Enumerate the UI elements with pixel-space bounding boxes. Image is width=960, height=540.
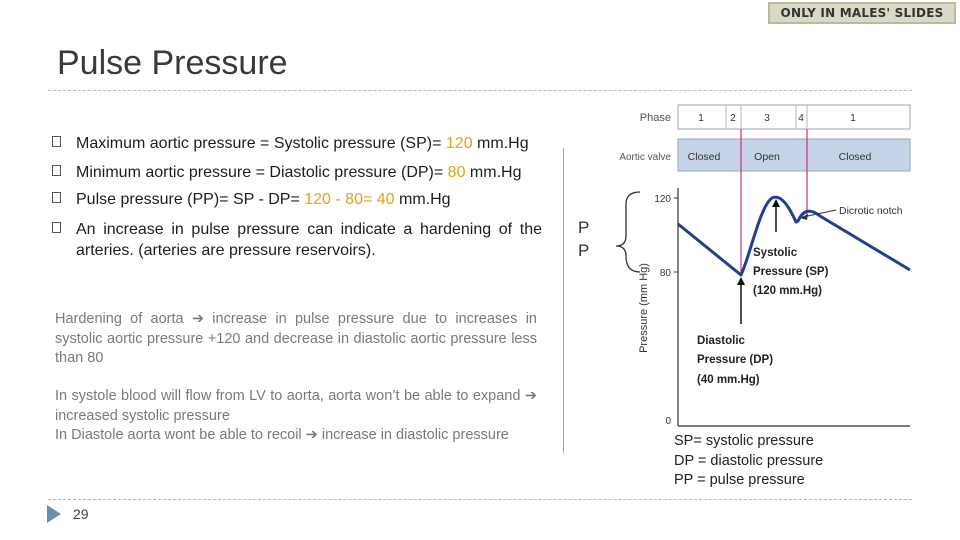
legend-pp: PP = pulse pressure — [674, 472, 805, 488]
bullet-list: Maximum aortic pressure = Systolic press… — [52, 133, 542, 261]
pp-brace — [615, 191, 641, 273]
y-tick-120: 120 — [654, 194, 671, 205]
title-divider — [48, 90, 912, 91]
arrow-right-icon: ➔ — [305, 427, 318, 443]
phase-1-label: 1 — [698, 113, 704, 124]
legend-dp: DP = diastolic pressure — [674, 452, 824, 469]
legend-sp: SP= systolic pressure — [674, 433, 814, 449]
valve-row — [677, 138, 911, 172]
valve-label: Aortic valve — [619, 152, 671, 163]
pp-label-bottom: P — [578, 241, 590, 260]
phase-label: Phase — [640, 112, 671, 124]
slide-title: Pulse Pressure — [57, 44, 288, 82]
pressure-figure: Phase 1 2 3 4 1 Aortic valve Closed Open… — [615, 104, 911, 427]
bullet-pulse-pressure: Pulse pressure (PP)= SP - DP= 120 - 80= … — [52, 189, 542, 210]
phase-4-label: 4 — [798, 113, 804, 124]
phase-3-label: 3 — [764, 113, 770, 124]
note-systole-diastole: In systole blood will flow from LV to ao… — [55, 388, 537, 443]
arrow-right-icon: ➔ — [524, 388, 537, 404]
abbreviation-legend: SP= systolic pressure DP = diastolic pre… — [674, 432, 823, 491]
diastolic-label-2: Pressure (DP) — [697, 354, 773, 366]
arrow-right-icon: ➔ — [191, 311, 205, 327]
bullet-box-icon — [52, 222, 61, 233]
valve-open: Open — [754, 151, 780, 163]
phase-2-label: 2 — [730, 113, 736, 124]
valve-closed-1: Closed — [688, 151, 721, 163]
phase-row — [677, 104, 911, 130]
systolic-label-2: Pressure (SP) — [753, 266, 829, 278]
bullet-box-icon — [52, 192, 61, 203]
y-tick-0: 0 — [665, 416, 671, 427]
note-hardening: Hardening of aorta ➔ increase in pulse p… — [55, 311, 538, 366]
bullet-hardening: An increase in pulse pressure can indica… — [52, 219, 542, 261]
bullet-box-icon — [52, 136, 61, 147]
footer-divider — [48, 499, 912, 500]
diastolic-label-1: Diastolic — [697, 335, 746, 347]
bullet-diastolic: Minimum aortic pressure = Diastolic pres… — [52, 162, 542, 183]
y-axis-label: Pressure (mm Hg) — [638, 263, 650, 353]
y-tick-80: 80 — [660, 268, 672, 279]
pp-label-top: P — [578, 218, 590, 237]
dicrotic-notch-label: Dicrotic notch — [839, 205, 903, 217]
systolic-arrow-icon — [772, 199, 780, 207]
play-arrow-icon — [47, 505, 61, 523]
systolic-label-1: Systolic — [753, 247, 798, 259]
males-slides-banner: ONLY IN MALES' SLIDES — [768, 2, 956, 24]
valve-closed-2: Closed — [839, 151, 872, 163]
aortic-pressure-trace — [677, 195, 911, 277]
systolic-label-3: (120 mm.Hg) — [753, 285, 822, 297]
page-number: 29 — [73, 506, 89, 522]
phase-1b-label: 1 — [850, 113, 856, 124]
bullet-systolic: Maximum aortic pressure = Systolic press… — [52, 133, 542, 154]
bullet-box-icon — [52, 165, 61, 176]
diastolic-label-3: (40 mm.Hg) — [697, 374, 760, 386]
diastolic-arrow-icon — [737, 277, 745, 285]
column-divider — [563, 148, 564, 453]
